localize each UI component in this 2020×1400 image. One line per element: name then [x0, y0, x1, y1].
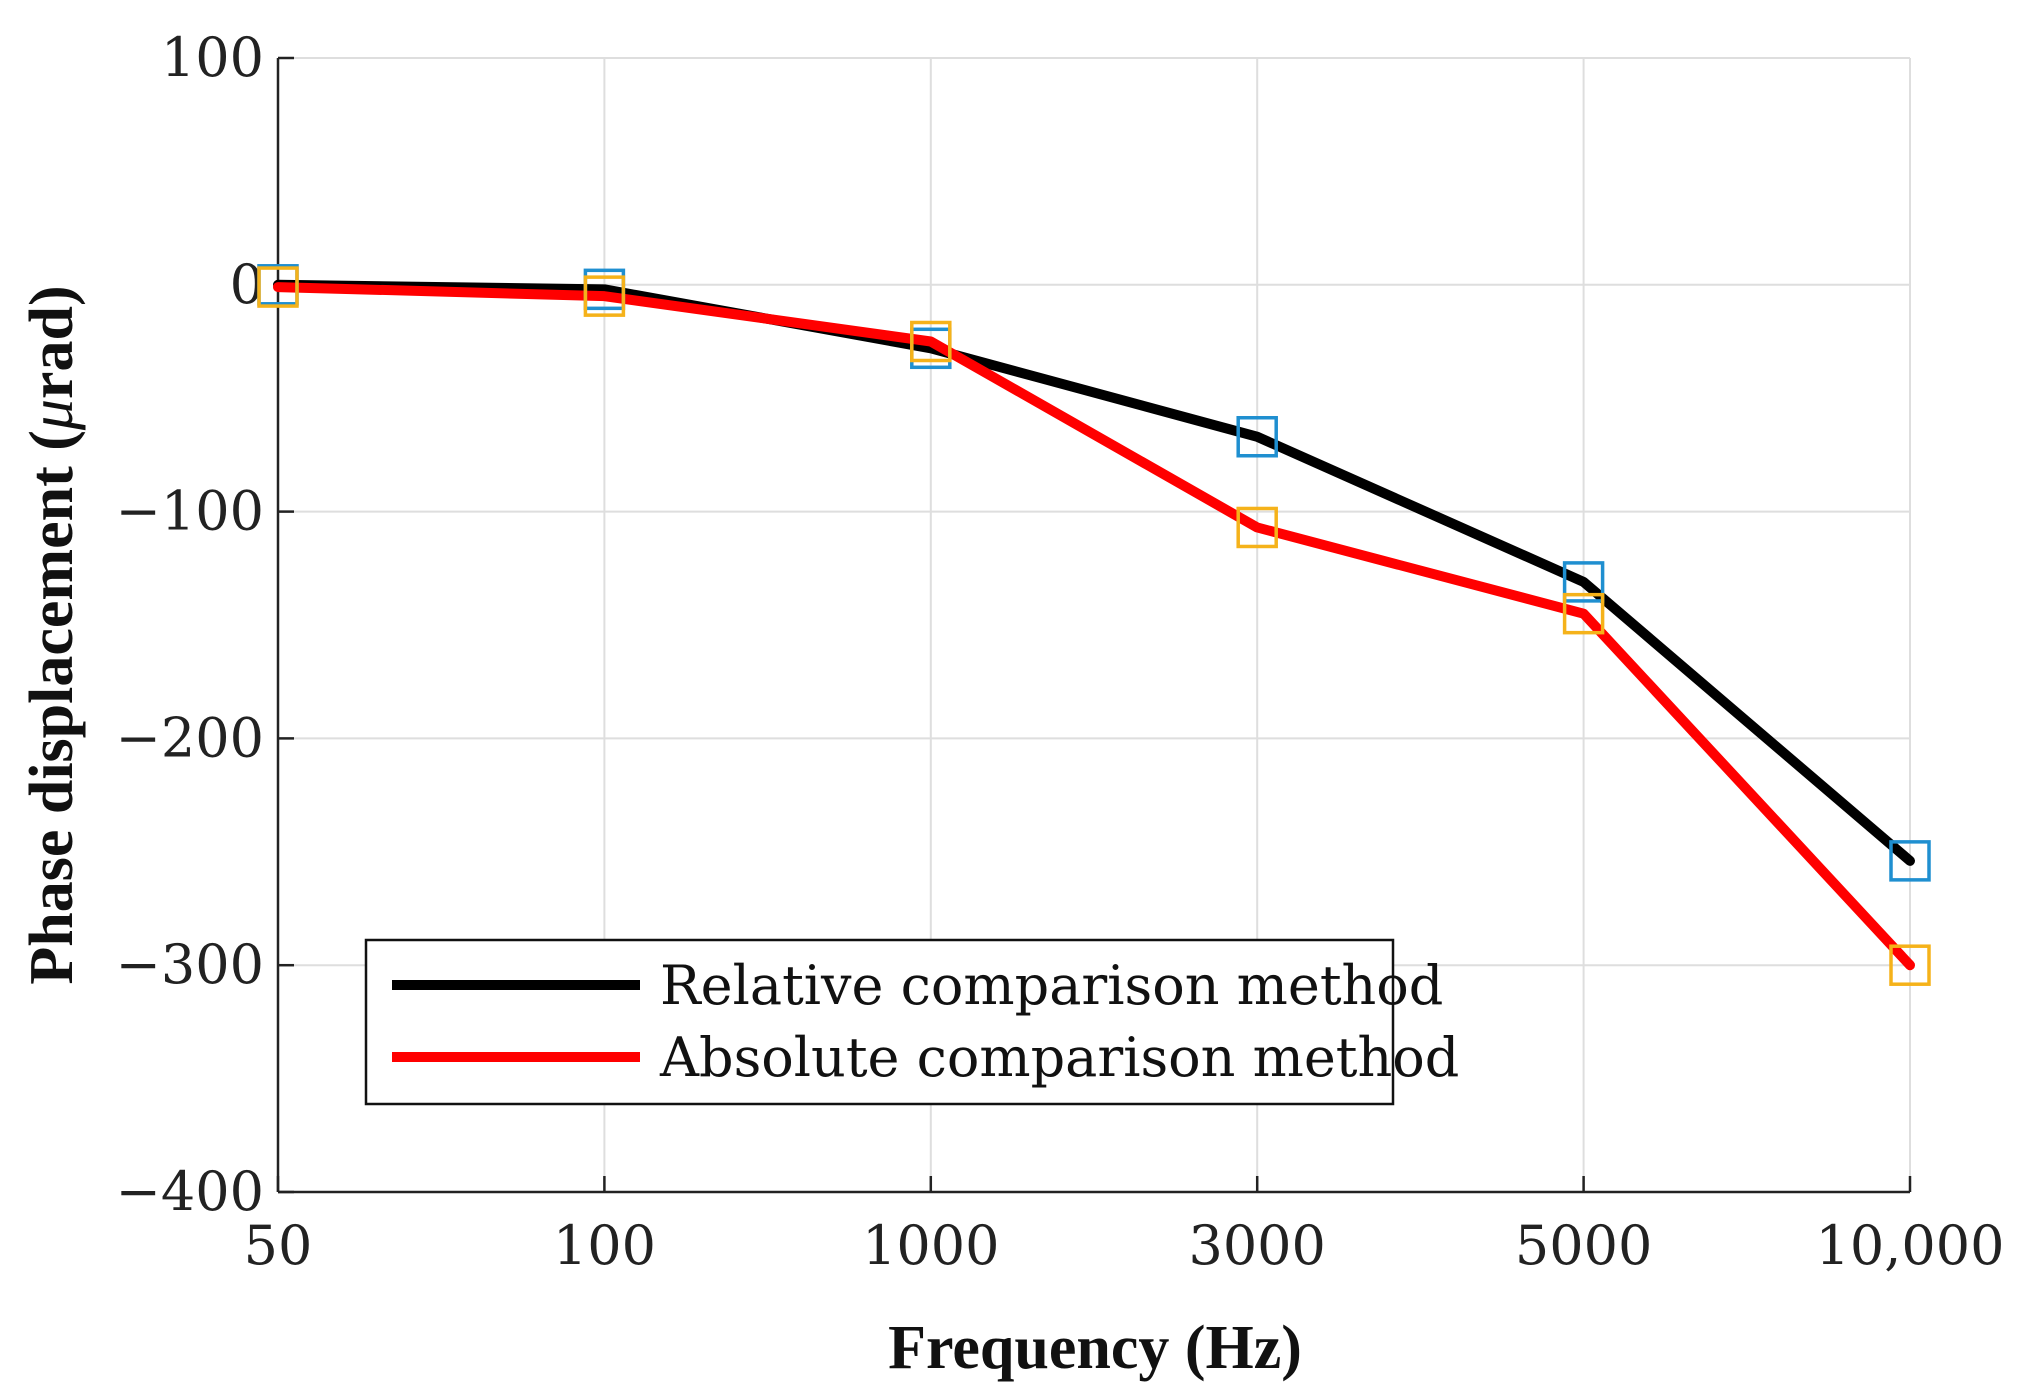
legend: Relative comparison method Absolute comp…: [364, 938, 1459, 1106]
x-tick-label-0: 50: [244, 1214, 313, 1277]
y-axis-title-mu: μ: [18, 399, 86, 431]
series: [257, 264, 1931, 986]
legend-box: [364, 938, 1395, 1106]
y-tick-label-5: −400: [116, 1160, 264, 1223]
y-tick-label-2: −100: [116, 480, 264, 543]
y-tick-label-3: −200: [116, 706, 264, 769]
x-axis-title: Frequency (Hz): [888, 1314, 1302, 1382]
legend-label-relative: Relative comparison method: [660, 954, 1443, 1017]
y-axis-title-suffix: rad): [18, 285, 86, 399]
series-line-relative: [273, 279, 1915, 866]
data-point-absolute-5: [1889, 944, 1931, 986]
axes: [276, 56, 1912, 1194]
y-axis-title-prefix: Phase displacement (: [18, 430, 86, 985]
series-line-absolute: [273, 282, 1915, 971]
y-axis-title: Phase displacement (μrad): [18, 285, 86, 984]
y-tick-labels: 1000−100−200−300−400: [116, 26, 264, 1223]
data-point-absolute-2: [910, 320, 952, 363]
y-tick-label-0: 100: [161, 26, 264, 89]
x-tick-label-3: 3000: [1188, 1214, 1325, 1277]
data-point-absolute-3: [1236, 506, 1278, 549]
x-tick-label-1: 100: [553, 1214, 656, 1277]
x-tick-label-2: 1000: [862, 1214, 999, 1277]
x-tick-labels: 50 100 1000 3000 5000 10,000: [244, 1214, 2005, 1277]
data-point-relative-5: [1889, 840, 1931, 882]
data-point-relative-3: [1236, 416, 1278, 458]
data-point-absolute-0: [257, 266, 299, 308]
y-tick-label-4: −300: [116, 933, 264, 996]
legend-label-absolute: Absolute comparison method: [659, 1026, 1459, 1089]
x-tick-label-5: 10,000: [1816, 1214, 2005, 1277]
data-point-absolute-1: [583, 275, 626, 317]
data-point-absolute-4: [1562, 592, 1605, 635]
data-point-relative-4: [1562, 561, 1605, 603]
x-tick-label-4: 5000: [1515, 1214, 1652, 1277]
